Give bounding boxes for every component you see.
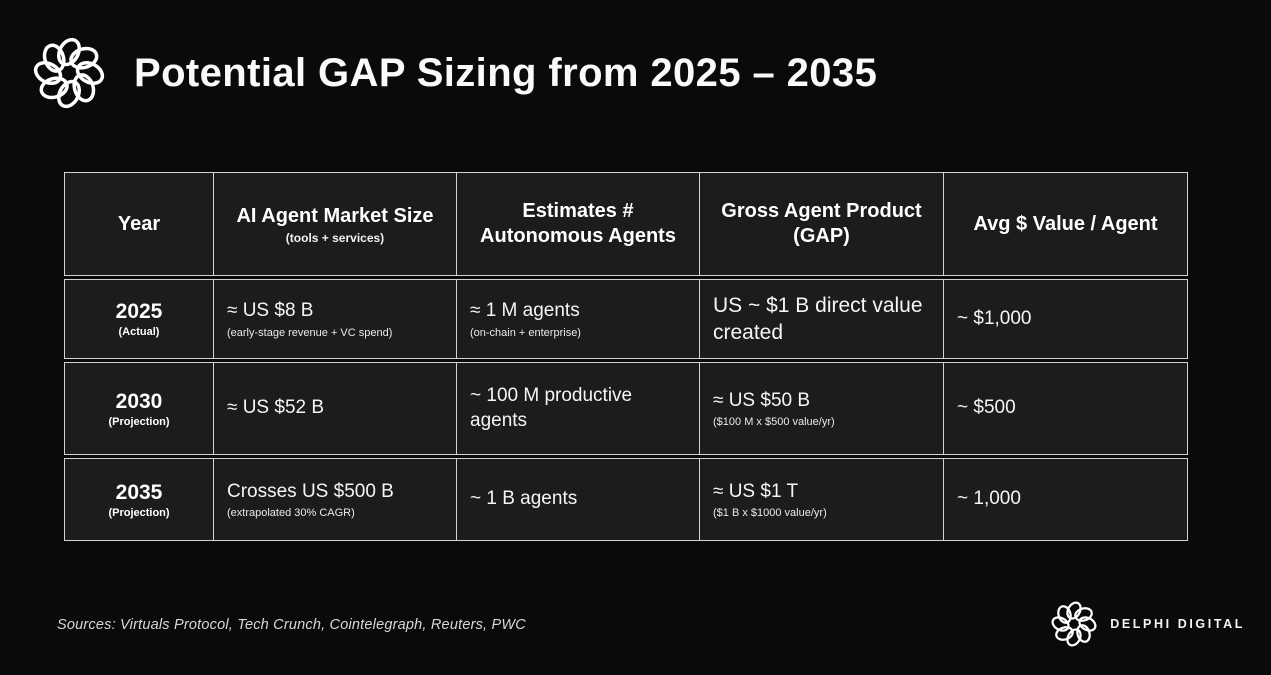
brand-name: DELPHI DIGITAL (1110, 617, 1245, 631)
cell-2030-gap: ≈ US $50 B ($100 M x $500 value/yr) (700, 362, 944, 455)
agents-note: (on-chain + enterprise) (470, 326, 581, 339)
year-note: (Projection) (108, 506, 170, 519)
market-size-note: (early-stage revenue + VC spend) (227, 326, 393, 339)
gap-note: ($1 B x $1000 value/yr) (713, 507, 827, 520)
table-row-2035: 2035 (Projection) Crosses US $500 B (ext… (64, 458, 1188, 541)
year-note: (Actual) (118, 326, 160, 338)
header-label-year: Year (117, 212, 161, 235)
agents-value: ≈ 1 M agents (470, 300, 580, 322)
avg-value: ~ 1,000 (957, 488, 1021, 510)
gap-value: US ~ $1 B direct value created (713, 293, 923, 344)
cell-2035-agents: ~ 1 B agents (457, 458, 700, 541)
market-size-value: ≈ US $52 B (227, 397, 325, 419)
header-label-market-size: AI Agent Market Size (236, 204, 434, 227)
slide-header: Potential GAP Sizing from 2025 – 2035 (30, 34, 877, 112)
cell-2025-agents: ≈ 1 M agents (on-chain + enterprise) (457, 279, 700, 359)
cell-2030-avg-value: ~ $500 (944, 362, 1188, 455)
year-value: 2035 (115, 480, 163, 504)
header-cell-autonomous-agents: Estimates # Autonomous Agents (457, 172, 700, 276)
cell-2035-year: 2035 (Projection) (64, 458, 214, 541)
cell-2025-year: 2025 (Actual) (64, 279, 214, 359)
header-cell-avg-value: Avg $ Value / Agent (944, 172, 1188, 276)
table-row-2030: 2030 (Projection) ≈ US $52 B ~ 100 M pro… (64, 362, 1188, 455)
avg-value: ~ $500 (957, 397, 1016, 419)
cell-2030-agents: ~ 100 M productive agents (457, 362, 700, 455)
market-size-note: (extrapolated 30% CAGR) (227, 507, 355, 520)
page-title: Potential GAP Sizing from 2025 – 2035 (134, 50, 878, 95)
year-note: (Projection) (108, 415, 170, 428)
gap-note: ($100 M x $500 value/yr) (713, 416, 835, 429)
header-cell-gross-agent-product: Gross Agent Product (GAP) (700, 172, 944, 276)
header-cell-market-size: AI Agent Market Size (tools + services) (214, 172, 457, 276)
cell-2035-market-size: Crosses US $500 B (extrapolated 30% CAGR… (214, 458, 457, 541)
table-header-row: Year AI Agent Market Size (tools + servi… (64, 172, 1188, 276)
gap-value: ≈ US $1 T (713, 480, 799, 502)
year-value: 2030 (115, 389, 163, 413)
header-sublabel-market-size: (tools + services) (285, 230, 385, 245)
year-value: 2025 (115, 300, 163, 323)
gap-sizing-table: Year AI Agent Market Size (tools + servi… (64, 172, 1188, 544)
avg-value: ~ $1,000 (957, 307, 1032, 329)
brand-footer: DELPHI DIGITAL (1049, 599, 1245, 649)
header-label-avg-value: Avg $ Value / Agent (973, 212, 1158, 235)
table-row-2025: 2025 (Actual) ≈ US $8 B (early-stage rev… (64, 279, 1188, 359)
market-size-value: Crosses US $500 B (227, 480, 394, 502)
delphi-knot-icon-small (1049, 599, 1100, 649)
agents-value: ~ 100 M productive agents (470, 384, 633, 431)
cell-2025-avg-value: ~ $1,000 (944, 279, 1188, 359)
cell-2035-avg-value: ~ 1,000 (944, 458, 1188, 541)
cell-2030-year: 2030 (Projection) (64, 362, 214, 455)
header-cell-year: Year (64, 172, 214, 276)
header-label-gross-agent-product: Gross Agent Product (GAP) (721, 200, 922, 247)
gap-value: ≈ US $50 B (713, 389, 811, 411)
cell-2035-gap: ≈ US $1 T ($1 B x $1000 value/yr) (700, 458, 944, 541)
market-size-value: ≈ US $8 B (227, 300, 314, 322)
header-label-autonomous-agents: Estimates # Autonomous Agents (480, 200, 676, 247)
delphi-knot-icon (30, 34, 108, 112)
cell-2030-market-size: ≈ US $52 B (214, 362, 457, 455)
cell-2025-market-size: ≈ US $8 B (early-stage revenue + VC spen… (214, 279, 457, 359)
agents-value: ~ 1 B agents (470, 488, 578, 510)
cell-2025-gap: US ~ $1 B direct value created (700, 279, 944, 359)
sources-text: Sources: Virtuals Protocol, Tech Crunch,… (57, 617, 526, 633)
